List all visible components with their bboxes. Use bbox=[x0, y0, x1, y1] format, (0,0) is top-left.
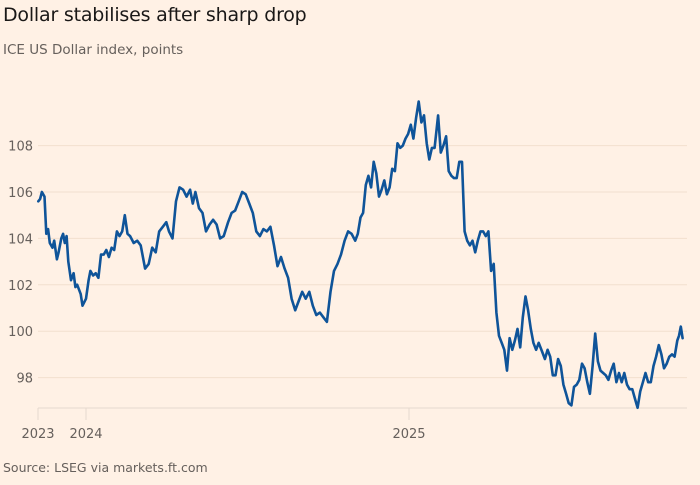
x-tick-label-2025: 2025 bbox=[392, 427, 425, 442]
chart-subtitle: ICE US Dollar index, points bbox=[3, 42, 184, 58]
series-line-dollar-index bbox=[37, 100, 684, 410]
y-tick-label-108: 108 bbox=[8, 140, 33, 155]
y-tick-label-106: 106 bbox=[8, 186, 33, 201]
gridlines bbox=[38, 145, 687, 379]
x-tick-label-2023: 2023 bbox=[21, 427, 54, 442]
y-tick-label-98: 98 bbox=[16, 372, 33, 387]
chart-title: Dollar stabilises after sharp drop bbox=[3, 4, 307, 26]
y-tick-label-104: 104 bbox=[8, 232, 33, 247]
x-axis: 2023 2024 2025 bbox=[21, 407, 687, 442]
y-tick-label-100: 100 bbox=[8, 325, 33, 340]
x-tick-label-2024: 2024 bbox=[69, 427, 102, 442]
y-axis-labels: 98 100 102 104 106 108 bbox=[8, 140, 33, 387]
source-note: Source: LSEG via markets.ft.com bbox=[3, 460, 208, 475]
series-group bbox=[37, 100, 684, 410]
y-tick-label-102: 102 bbox=[8, 279, 33, 294]
